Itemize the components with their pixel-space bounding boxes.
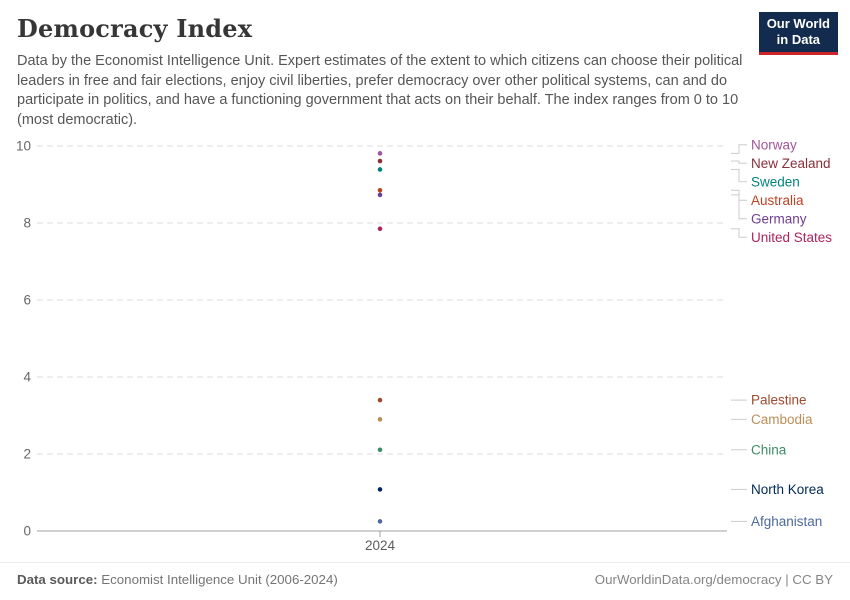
chart-canvas[interactable]: 0 2 4 6 8 10 2024 Norway New Zealand Sweden Austra…: [0, 0, 850, 560]
series-label-australia[interactable]: Australia: [751, 193, 804, 208]
series-label-united-states[interactable]: United States: [751, 230, 832, 245]
data-point-cambodia[interactable]: [377, 417, 383, 422]
owid-logo[interactable]: Our World in Data: [758, 12, 838, 55]
data-point-north-korea[interactable]: [377, 487, 383, 492]
owid-logo-line2: in Data: [776, 32, 821, 47]
data-point-australia[interactable]: [377, 187, 383, 193]
y-tick-label-2: 2: [23, 447, 31, 462]
series-label-palestine[interactable]: Palestine: [751, 393, 807, 408]
label-connector-germany: [731, 194, 747, 220]
chart-subtitle: Data by the Economist Intelligence Unit.…: [17, 53, 743, 128]
data-point-sweden[interactable]: [377, 167, 383, 172]
data-source-note: Data source: Economist Intelligence Unit…: [17, 572, 338, 587]
data-point-china[interactable]: [377, 447, 383, 453]
data-point-new-zealand[interactable]: [377, 158, 383, 164]
data-point-palestine[interactable]: [377, 397, 383, 403]
owid-logo-line1: Our World: [766, 16, 830, 31]
y-tick-label-4: 4: [23, 370, 31, 385]
chart-header: Democracy Index Data by the Economist In…: [17, 14, 759, 130]
series-label-new-zealand[interactable]: New Zealand: [751, 156, 831, 171]
series-label-norway[interactable]: Norway: [751, 137, 797, 152]
data-point-norway[interactable]: [377, 151, 383, 156]
series-label-china[interactable]: China: [751, 442, 787, 457]
x-tick-label: 2024: [365, 538, 396, 553]
y-tick-label-8: 8: [23, 216, 31, 231]
series-label-north-korea[interactable]: North Korea: [751, 482, 824, 497]
label-connector-sweden: [731, 168, 747, 183]
chart-footer: Data source: Economist Intelligence Unit…: [0, 562, 850, 587]
series-label-germany[interactable]: Germany: [751, 211, 807, 226]
data-point-afghanistan[interactable]: [377, 519, 383, 524]
y-tick-label-0: 0: [23, 524, 31, 539]
label-connector-new-zealand: [731, 160, 747, 164]
credit-link[interactable]: OurWorldinData.org/democracy | CC BY: [594, 572, 833, 587]
label-connector-united-states: [731, 228, 747, 238]
data-source-label: Data source:: [17, 572, 98, 587]
series-label-cambodia[interactable]: Cambodia: [751, 412, 813, 427]
series-label-afghanistan[interactable]: Afghanistan: [751, 514, 822, 529]
y-tick-label-10: 10: [16, 139, 31, 154]
page-title: Democracy Index: [17, 14, 253, 43]
data-point-united-states[interactable]: [377, 226, 383, 232]
y-tick-label-6: 6: [23, 293, 31, 308]
series-label-sweden[interactable]: Sweden: [751, 174, 800, 189]
data-point-germany[interactable]: [377, 192, 383, 198]
label-connector-norway: [731, 144, 747, 154]
data-source-text: Economist Intelligence Unit (2006-2024): [97, 572, 338, 587]
